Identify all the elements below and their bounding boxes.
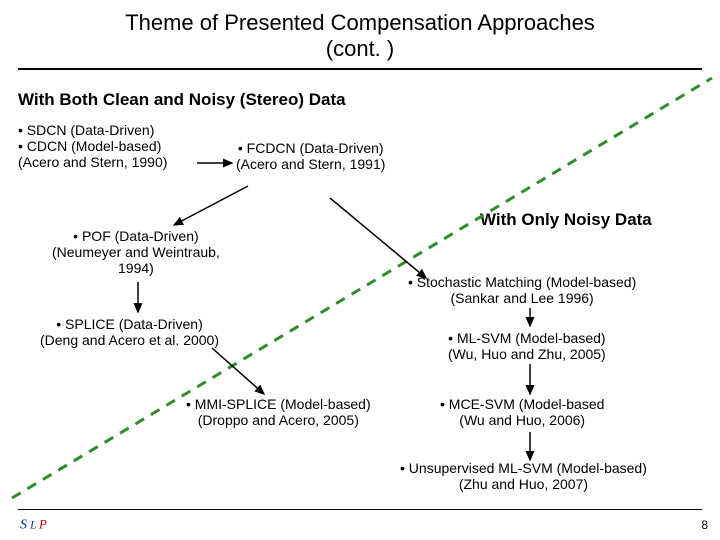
svg-text:P: P — [38, 517, 47, 531]
method-fcdcn: • FCDCN (Data-Driven) (Acero and Stern, … — [236, 140, 385, 172]
slide-title-line2: (cont. ) — [0, 36, 720, 62]
method-line: (Neumeyer and Weintraub, — [52, 244, 220, 260]
method-line: • FCDCN (Data-Driven) — [236, 140, 385, 156]
footer-rule — [18, 509, 702, 510]
method-line: (Droppo and Acero, 2005) — [186, 412, 371, 428]
method-line: (Deng and Acero et al. 2000) — [40, 332, 219, 348]
method-line: (Zhu and Huo, 2007) — [400, 476, 647, 492]
page-number: 8 — [701, 518, 708, 532]
method-mce-svm: • MCE-SVM (Model-based (Wu and Huo, 2006… — [440, 396, 604, 428]
method-line: • SPLICE (Data-Driven) — [40, 316, 219, 332]
method-stochastic-matching: • Stochastic Matching (Model-based) (San… — [408, 274, 636, 306]
method-unsupervised-ml-svm: • Unsupervised ML-SVM (Model-based) (Zhu… — [400, 460, 647, 492]
method-pof: • POF (Data-Driven) (Neumeyer and Weintr… — [52, 228, 220, 276]
method-line: (Wu and Huo, 2006) — [440, 412, 604, 428]
method-line: • SDCN (Data-Driven) — [18, 122, 167, 138]
method-line: • CDCN (Model-based) — [18, 138, 167, 154]
title-rule — [18, 68, 702, 70]
method-line: • Stochastic Matching (Model-based) — [408, 274, 636, 290]
svg-text:S: S — [20, 517, 27, 532]
section-heading-stereo: With Both Clean and Noisy (Stereo) Data — [18, 90, 346, 110]
method-splice: • SPLICE (Data-Driven) (Deng and Acero e… — [40, 316, 219, 348]
method-line: • MCE-SVM (Model-based — [440, 396, 604, 412]
method-line: • ML-SVM (Model-based) — [448, 330, 606, 346]
slp-logo: S L P — [20, 514, 58, 534]
method-line: 1994) — [52, 260, 220, 276]
method-sdcn-cdcn: • SDCN (Data-Driven) • CDCN (Model-based… — [18, 122, 167, 170]
method-line: • Unsupervised ML-SVM (Model-based) — [400, 460, 647, 476]
method-line: (Wu, Huo and Zhu, 2005) — [448, 346, 606, 362]
method-line: • MMI-SPLICE (Model-based) — [186, 396, 371, 412]
method-line: (Acero and Stern, 1990) — [18, 154, 167, 170]
method-line: (Acero and Stern, 1991) — [236, 156, 385, 172]
method-mmi-splice: • MMI-SPLICE (Model-based) (Droppo and A… — [186, 396, 371, 428]
section-heading-noisy: With Only Noisy Data — [480, 210, 652, 230]
method-ml-svm: • ML-SVM (Model-based) (Wu, Huo and Zhu,… — [448, 330, 606, 362]
method-line: (Sankar and Lee 1996) — [408, 290, 636, 306]
slide-title-line1: Theme of Presented Compensation Approach… — [0, 10, 720, 36]
svg-text:L: L — [29, 519, 36, 531]
method-line: • POF (Data-Driven) — [52, 228, 220, 244]
title-block: Theme of Presented Compensation Approach… — [0, 0, 720, 62]
